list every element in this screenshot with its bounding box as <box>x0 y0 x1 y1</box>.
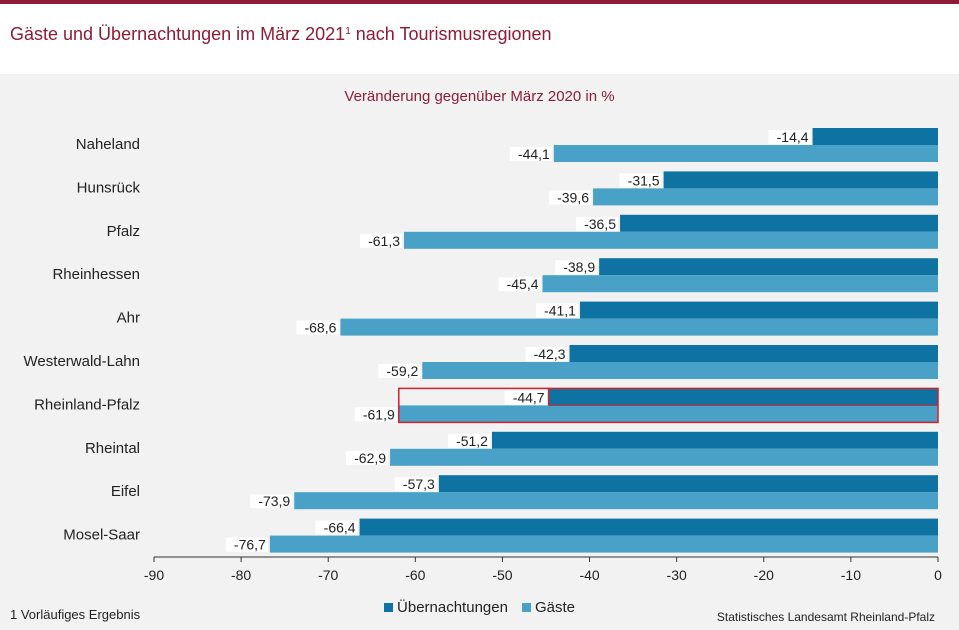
value-label-gaeste-rheinhessen: -45,4 <box>507 276 539 292</box>
legend-label-gaeste: Gäste <box>534 599 575 616</box>
value-label-bg-uebernachtungen-pfalz <box>576 216 619 231</box>
bar-gaeste-rheinland-pfalz <box>398 405 938 423</box>
value-label-bg-gaeste-rheinland-pfalz <box>354 407 397 422</box>
value-label-bg-gaeste-naheland <box>509 147 552 161</box>
bar-gaeste-naheland <box>553 145 938 162</box>
value-label-bg-uebernachtungen-rheinland-pfalz <box>504 390 547 405</box>
category-label-mosel-saar: Mosel-Saar <box>63 527 140 544</box>
x-tick-label--80: -80 <box>231 567 251 583</box>
value-label-bg-gaeste-mosel-saar <box>225 537 268 552</box>
bar-uebernachtungen-ahr <box>579 301 938 319</box>
bar-uebernachtungen-rheinland-pfalz <box>548 388 938 406</box>
value-label-gaeste-rheinland-pfalz: -61,9 <box>363 406 395 422</box>
chart-title-main: Gäste und Übernachtungen im März 2021 <box>10 24 346 44</box>
value-label-uebernachtungen-eifel: -57,3 <box>403 476 435 492</box>
value-label-gaeste-eifel: -73,9 <box>258 493 290 509</box>
bar-gaeste-mosel-saar <box>269 535 938 553</box>
value-label-bg-uebernachtungen-rheintal <box>447 433 490 448</box>
x-tick-label--30: -30 <box>667 567 687 583</box>
x-tick-label--90: -90 <box>144 567 164 583</box>
category-label-naheland: Naheland <box>76 136 140 153</box>
category-label-hunsrueck: Hunsrück <box>77 179 141 196</box>
value-label-uebernachtungen-westerwald-lahn: -42,3 <box>534 346 566 362</box>
value-label-bg-gaeste-pfalz <box>360 233 403 248</box>
value-label-uebernachtungen-mosel-saar: -66,4 <box>324 520 356 536</box>
value-label-uebernachtungen-rheinhessen: -38,9 <box>563 259 595 275</box>
category-label-pfalz: Pfalz <box>107 223 140 240</box>
x-tick-label--50: -50 <box>492 567 512 583</box>
value-label-gaeste-ahr: -68,6 <box>304 320 336 336</box>
category-label-rheintal: Rheintal <box>85 440 140 457</box>
bar-gaeste-westerwald-lahn <box>422 362 938 379</box>
source-note: Statistisches Landesamt Rheinland-Pfalz <box>716 610 935 624</box>
value-label-gaeste-rheintal: -62,9 <box>354 450 386 466</box>
legend-swatch-uebernachtungen <box>384 603 394 612</box>
bar-uebernachtungen-hunsrueck <box>663 171 938 189</box>
value-label-uebernachtungen-hunsrueck: -31,5 <box>628 172 660 188</box>
bar-gaeste-eifel <box>294 492 938 510</box>
category-label-ahr: Ahr <box>117 310 140 327</box>
x-tick-label-0: 0 <box>934 567 942 583</box>
x-tick-label--10: -10 <box>841 567 861 583</box>
value-label-bg-uebernachtungen-westerwald-lahn <box>525 347 568 361</box>
value-label-gaeste-hunsrueck: -39,6 <box>557 189 589 205</box>
value-label-uebernachtungen-rheintal: -51,2 <box>456 433 488 449</box>
value-label-bg-gaeste-eifel <box>250 494 293 509</box>
value-label-uebernachtungen-naheland: -14,4 <box>777 129 809 145</box>
footnote: 1 Vorläufiges Ergebnis <box>10 607 141 622</box>
bar-gaeste-hunsrueck <box>593 188 938 206</box>
bar-gaeste-pfalz <box>404 231 938 249</box>
value-label-uebernachtungen-rheinland-pfalz: -44,7 <box>513 389 545 405</box>
value-label-bg-gaeste-rheinhessen <box>498 277 541 292</box>
value-label-gaeste-westerwald-lahn: -59,2 <box>386 363 418 379</box>
value-label-uebernachtungen-ahr: -41,1 <box>544 303 576 319</box>
value-label-bg-uebernachtungen-eifel <box>394 477 437 492</box>
x-tick-label--40: -40 <box>579 567 599 583</box>
bar-uebernachtungen-rheinhessen <box>599 258 938 276</box>
category-label-westerwald-lahn: Westerwald-Lahn <box>24 353 140 370</box>
value-label-bg-gaeste-rheintal <box>346 450 389 465</box>
value-label-bg-uebernachtungen-naheland <box>768 130 811 144</box>
x-tick-label--60: -60 <box>405 567 425 583</box>
bar-uebernachtungen-rheintal <box>491 431 938 449</box>
legend: Übernachtungen Gäste <box>0 599 959 616</box>
value-label-bg-gaeste-westerwald-lahn <box>378 364 421 378</box>
x-tick-label--20: -20 <box>754 567 774 583</box>
bar-gaeste-ahr <box>340 318 938 336</box>
value-label-bg-uebernachtungen-mosel-saar <box>315 520 358 535</box>
legend-label-uebernachtungen: Übernachtungen <box>397 599 508 616</box>
value-label-gaeste-pfalz: -61,3 <box>368 233 400 249</box>
chart-title: Gäste und Übernachtungen im März 20211 n… <box>10 24 552 45</box>
category-label-rheinland-pfalz: Rheinland-Pfalz <box>34 396 140 413</box>
value-label-bg-gaeste-hunsrueck <box>549 190 592 205</box>
title-footnote-mark: 1 <box>345 26 351 37</box>
value-label-bg-uebernachtungen-rheinhessen <box>555 260 598 275</box>
bar-uebernachtungen-pfalz <box>620 214 938 232</box>
bar-uebernachtungen-naheland <box>812 128 938 145</box>
legend-item-uebernachtungen: Übernachtungen <box>384 599 508 616</box>
value-label-gaeste-mosel-saar: -76,7 <box>234 537 266 553</box>
top-rule <box>0 0 959 4</box>
chart-subtitle: Veränderung gegenüber März 2020 in % <box>344 88 615 105</box>
category-label-rheinhessen: Rheinhessen <box>52 266 140 283</box>
value-label-bg-gaeste-ahr <box>296 320 339 335</box>
value-label-bg-uebernachtungen-hunsrueck <box>619 173 662 188</box>
value-label-bg-uebernachtungen-ahr <box>535 303 578 318</box>
bar-gaeste-rheintal <box>390 448 938 466</box>
bar-uebernachtungen-westerwald-lahn <box>569 345 938 362</box>
value-label-uebernachtungen-pfalz: -36,5 <box>584 216 616 232</box>
x-tick-label--70: -70 <box>318 567 338 583</box>
legend-item-gaeste: Gäste <box>521 599 575 616</box>
bar-uebernachtungen-mosel-saar <box>359 518 938 536</box>
bar-gaeste-rheinhessen <box>542 275 938 293</box>
legend-swatch-gaeste <box>521 603 531 612</box>
bar-uebernachtungen-eifel <box>438 475 938 493</box>
title-band <box>0 4 959 74</box>
category-label-eifel: Eifel <box>111 483 140 500</box>
chart-title-suffix: nach Tourismusregionen <box>355 24 552 44</box>
value-label-gaeste-naheland: -44,1 <box>518 146 550 162</box>
